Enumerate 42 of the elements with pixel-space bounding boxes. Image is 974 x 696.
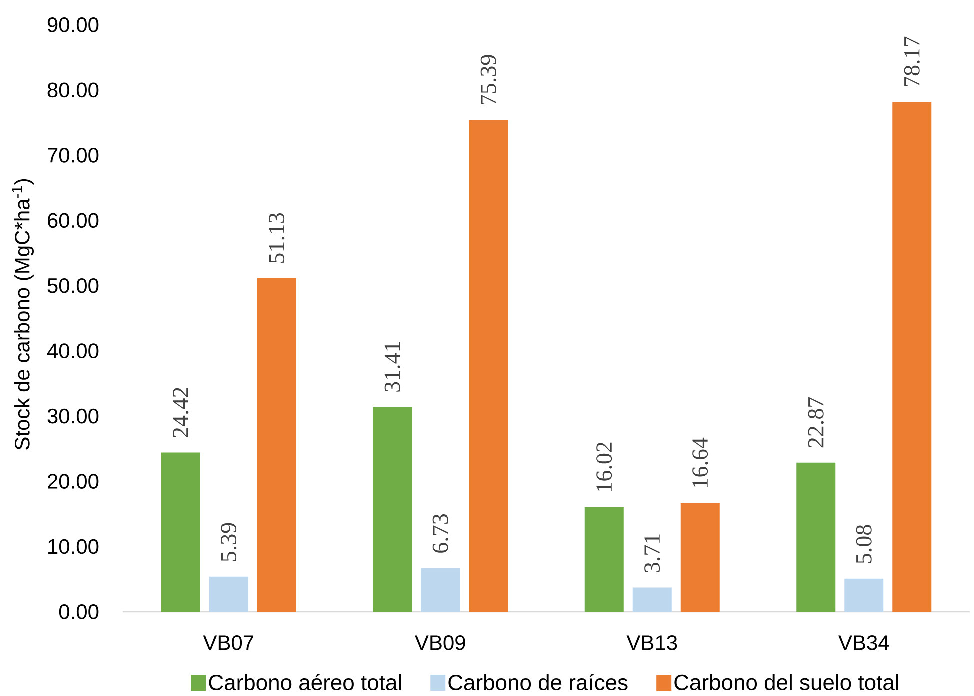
bar — [584, 508, 624, 612]
data-label: 22.87 — [808, 398, 824, 448]
x-tick-label: VB34 — [838, 636, 890, 650]
y-tick-label: 60.00 — [48, 213, 99, 228]
bar — [257, 278, 296, 612]
bar — [421, 568, 460, 612]
y-axis-title: Stock de carbono (MgC*ha$^{-1}$) — [12, 179, 34, 450]
y-tick-label: 40.00 — [47, 344, 99, 359]
y-tick-label: 70.00 — [48, 148, 99, 163]
y-tick-label: 0.00 — [59, 604, 99, 620]
y-tick-label: 50.00 — [48, 278, 99, 294]
legend-label: Carbono aéreo total — [209, 674, 402, 691]
legend-label: Carbono del suelo total — [674, 674, 898, 690]
data-label: 51.13 — [269, 213, 285, 263]
bar — [796, 462, 836, 612]
bar — [209, 576, 248, 612]
legend-label: Carbono de raíces — [448, 674, 628, 691]
data-label: 78.17 — [904, 36, 920, 86]
bar — [892, 102, 932, 612]
y-tick-label: 90.00 — [48, 18, 99, 32]
bar — [680, 503, 720, 612]
data-label: 6.73 — [432, 514, 448, 553]
data-label: 16.02 — [596, 442, 612, 492]
y-tick-label: 20.00 — [48, 474, 99, 489]
data-label: 16.64 — [692, 438, 708, 488]
data-label: 5.08 — [856, 525, 872, 564]
bar — [632, 588, 672, 612]
data-label: 5.39 — [221, 523, 237, 562]
x-tick-label: VB09 — [415, 636, 466, 650]
y-tick-label: 10.00 — [48, 539, 99, 554]
data-label: 3.71 — [644, 534, 660, 572]
x-tick-label: VB07 — [203, 636, 254, 650]
bar — [373, 407, 412, 612]
y-tick-label: 80.00 — [48, 82, 99, 98]
data-label: 75.39 — [480, 55, 496, 105]
x-tick-label: VB13 — [626, 636, 678, 650]
y-tick-label: 30.00 — [48, 408, 99, 424]
bar — [469, 120, 508, 612]
bar — [844, 578, 884, 612]
data-label: 24.42 — [173, 388, 189, 438]
bar — [161, 452, 200, 612]
data-label: 31.41 — [384, 342, 400, 392]
